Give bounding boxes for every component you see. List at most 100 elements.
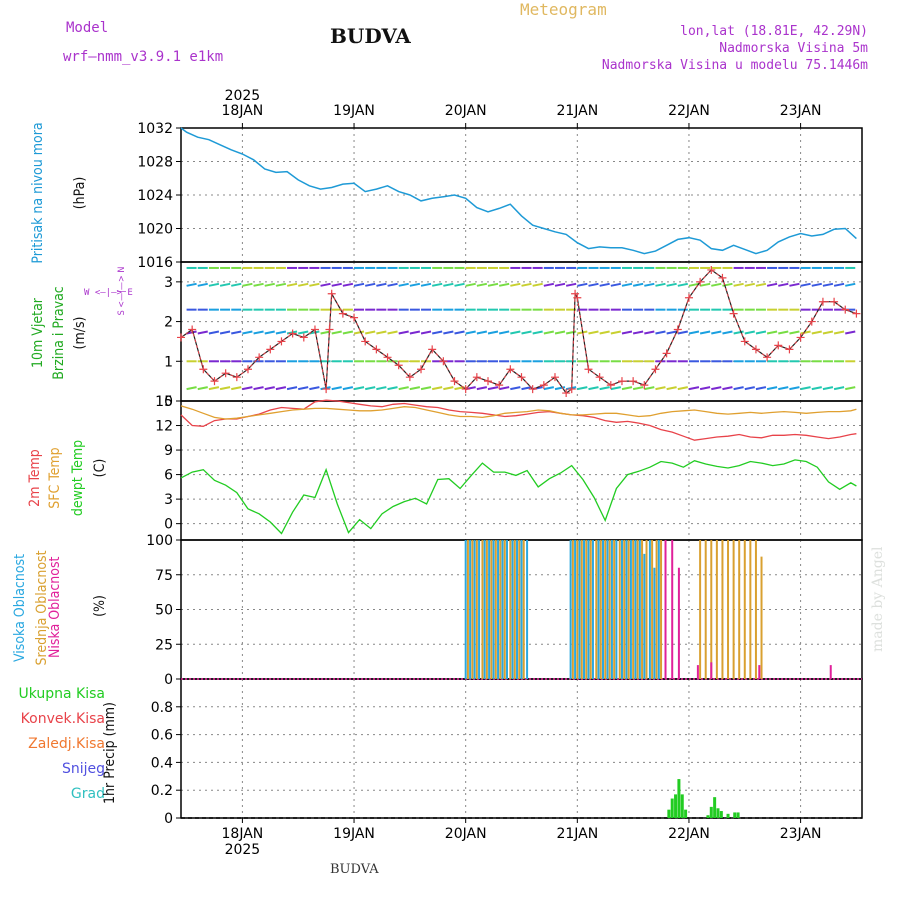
wind-arrow: [476, 282, 488, 287]
temp-line-2: [180, 459, 857, 535]
y-tick-label: 25: [155, 637, 173, 653]
y-tick-label: 50: [155, 603, 173, 619]
wind-arrow: [577, 386, 588, 391]
wind-arrow: [766, 386, 778, 391]
precip-bar: [709, 806, 713, 818]
precip-bar: [684, 809, 688, 818]
wind-arrow: [510, 386, 521, 391]
wind-arrow: [744, 330, 755, 335]
y-tick-label: 0: [164, 517, 173, 533]
model-label: Model: [66, 20, 109, 36]
wind-marker: [372, 345, 381, 354]
wind-marker: [428, 345, 437, 354]
y-tick-label: 1032: [137, 121, 173, 137]
wind-arrow: [577, 282, 588, 287]
wind-arrow: [197, 330, 208, 335]
wind-marker: [322, 385, 331, 394]
wind-marker: [405, 373, 414, 382]
wind-arrow: [543, 386, 555, 391]
wind-arrow: [498, 386, 510, 391]
wind-arrow: [476, 386, 488, 391]
wind-arrow: [644, 330, 655, 335]
wind-marker: [617, 377, 626, 386]
wind-arrow: [755, 386, 767, 391]
wind-marker: [818, 297, 827, 306]
wind-arrow: [454, 330, 465, 335]
wind-marker: [338, 309, 347, 318]
wind-marker: [255, 353, 264, 362]
wind-arrow: [688, 282, 700, 287]
wind-arrow: [800, 282, 811, 287]
wind-arrow: [342, 282, 354, 287]
wind-marker: [584, 365, 593, 374]
wind-marker: [417, 365, 426, 374]
wind-arrow: [231, 386, 242, 391]
wind-arrow: [376, 386, 387, 391]
wind-arrow: [778, 282, 789, 287]
wind-arrow: [789, 386, 800, 391]
y-tick-label: 3: [164, 275, 173, 291]
panel-pressure: [176, 127, 863, 263]
wind-arrow: [833, 386, 845, 391]
elevation-label: Nadmorska Visina 5m: [719, 41, 868, 56]
wind-arrow: [632, 330, 644, 335]
y-tick-label: 0: [164, 394, 173, 410]
wind-marker: [807, 317, 816, 326]
wind-arrow: [677, 386, 688, 391]
wind-arrow: [666, 330, 677, 335]
precip-total-label: Ukupna Kisa: [18, 686, 105, 702]
wind-arrow: [365, 330, 376, 335]
wind-arrow: [822, 282, 834, 287]
wind-arrow: [766, 282, 778, 287]
wind-arrow: [722, 282, 733, 287]
x-tick-label-bottom: 18JAN: [222, 826, 264, 842]
wind-arrow: [454, 282, 465, 287]
wind-marker: [662, 349, 671, 358]
wind-arrow: [398, 282, 409, 287]
y-tick-label: 6: [164, 468, 173, 484]
wind-marker: [288, 329, 297, 338]
wind-arrow: [554, 386, 566, 391]
precip-bar: [733, 812, 737, 818]
wind-marker: [774, 341, 783, 350]
wind-arrow: [532, 330, 543, 335]
wind-arrow: [543, 330, 555, 335]
wind-arrow: [621, 282, 633, 287]
wind-arrow: [610, 282, 622, 287]
wind-marker: [718, 273, 727, 282]
wind-arrow: [655, 386, 666, 391]
wind-arrow: [666, 282, 677, 287]
wind-arrow: [264, 386, 275, 391]
wind-arrow: [655, 330, 666, 335]
wind-arrow: [677, 282, 688, 287]
precip-bar: [667, 809, 671, 818]
wind-arrow: [833, 330, 845, 335]
wind-arrow: [744, 282, 755, 287]
panel-precip: [176, 678, 863, 819]
precip-bar: [736, 812, 740, 818]
wind-arrow: [554, 282, 566, 287]
wind-arrow: [845, 386, 856, 391]
wind-marker: [696, 277, 705, 286]
wind-marker: [640, 381, 649, 390]
wind-marker: [199, 365, 208, 374]
wind-marker: [232, 373, 241, 382]
wind-arrow: [431, 282, 443, 287]
wind-marker: [327, 289, 336, 298]
wind-arrow: [420, 330, 432, 335]
wind-marker: [277, 337, 286, 346]
wind-arrow: [376, 330, 387, 335]
wind-arrow: [487, 386, 499, 391]
temp-line-1: [180, 405, 857, 420]
wind-arrow: [286, 282, 298, 287]
wind-arrow: [219, 282, 231, 287]
wind-arrow: [510, 330, 521, 335]
wind-arrow: [487, 330, 499, 335]
wind-arrow: [465, 282, 476, 287]
wind-arrow: [498, 330, 510, 335]
wind-marker: [188, 325, 197, 334]
x-year-top: 2025: [225, 88, 261, 104]
wind-arrow: [208, 330, 220, 335]
wind-arrow: [409, 282, 421, 287]
